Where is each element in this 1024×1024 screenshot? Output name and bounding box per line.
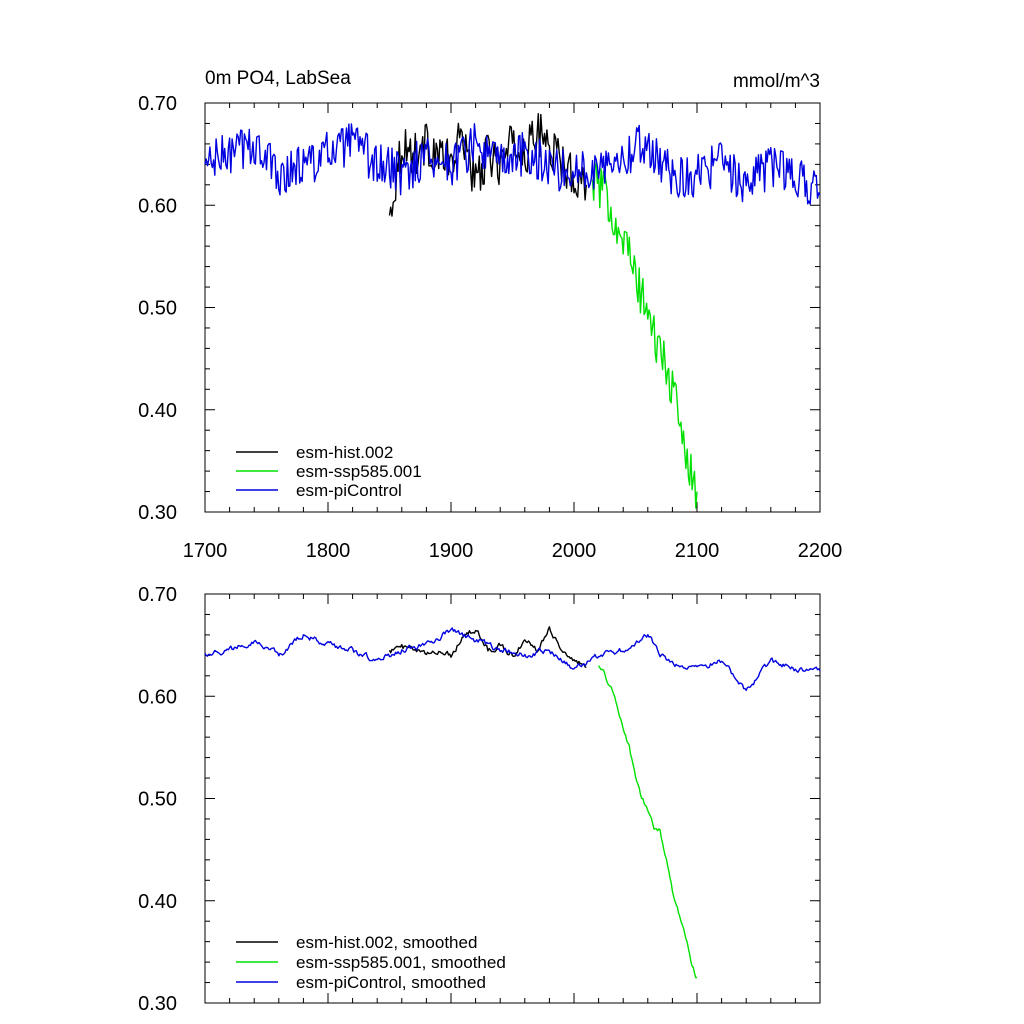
units-label: mmol/m^3 — [733, 71, 820, 92]
series-line-1 — [591, 162, 698, 509]
y-tick-label: 0.50 — [138, 789, 177, 811]
y-tick-label: 0.30 — [138, 502, 177, 524]
y-tick-label: 0.70 — [138, 93, 177, 115]
x-tick-label: 2100 — [675, 540, 720, 562]
y-tick-label: 0.40 — [138, 891, 177, 913]
bottom-panel: 0.30 0.40 0.50 0.60 0.70 esm-hist.002, smooth… — [138, 584, 821, 1015]
legend-label: esm-hist.002, smoothed — [296, 933, 477, 952]
y-tick-label: 0.60 — [138, 686, 177, 708]
series-line-2 — [204, 123, 821, 205]
x-tick-label: 1800 — [306, 540, 351, 562]
legend-label: esm-piControl, smoothed — [296, 973, 486, 992]
y-tick-label: 0.40 — [138, 400, 177, 422]
series-line-0 — [388, 113, 587, 217]
chart-title: 0m PO4, LabSea — [205, 68, 351, 89]
x-tick-label: 1900 — [429, 540, 474, 562]
series-line-2 — [204, 627, 821, 691]
y-tick-label: 0.70 — [138, 584, 177, 606]
y-tick-label: 0.50 — [138, 298, 177, 320]
x-tick-label: 2000 — [552, 540, 597, 562]
series-line-1 — [597, 665, 698, 979]
series-line-0 — [388, 626, 587, 669]
y-tick-label: 0.60 — [138, 195, 177, 217]
y-tick-label: 0.30 — [138, 993, 177, 1015]
legend-label: esm-hist.002 — [296, 443, 393, 462]
legend-label: esm-ssp585.001, smoothed — [296, 953, 506, 972]
x-tick-label: 1700 — [183, 540, 228, 562]
legend-label: esm-piControl — [296, 481, 402, 500]
legend-label: esm-ssp585.001 — [296, 462, 422, 481]
x-tick-label: 2200 — [798, 540, 843, 562]
top-panel: 0m PO4, LabSea mmol/m^3 0.30 0.40 0.50 0.60… — [138, 68, 842, 562]
